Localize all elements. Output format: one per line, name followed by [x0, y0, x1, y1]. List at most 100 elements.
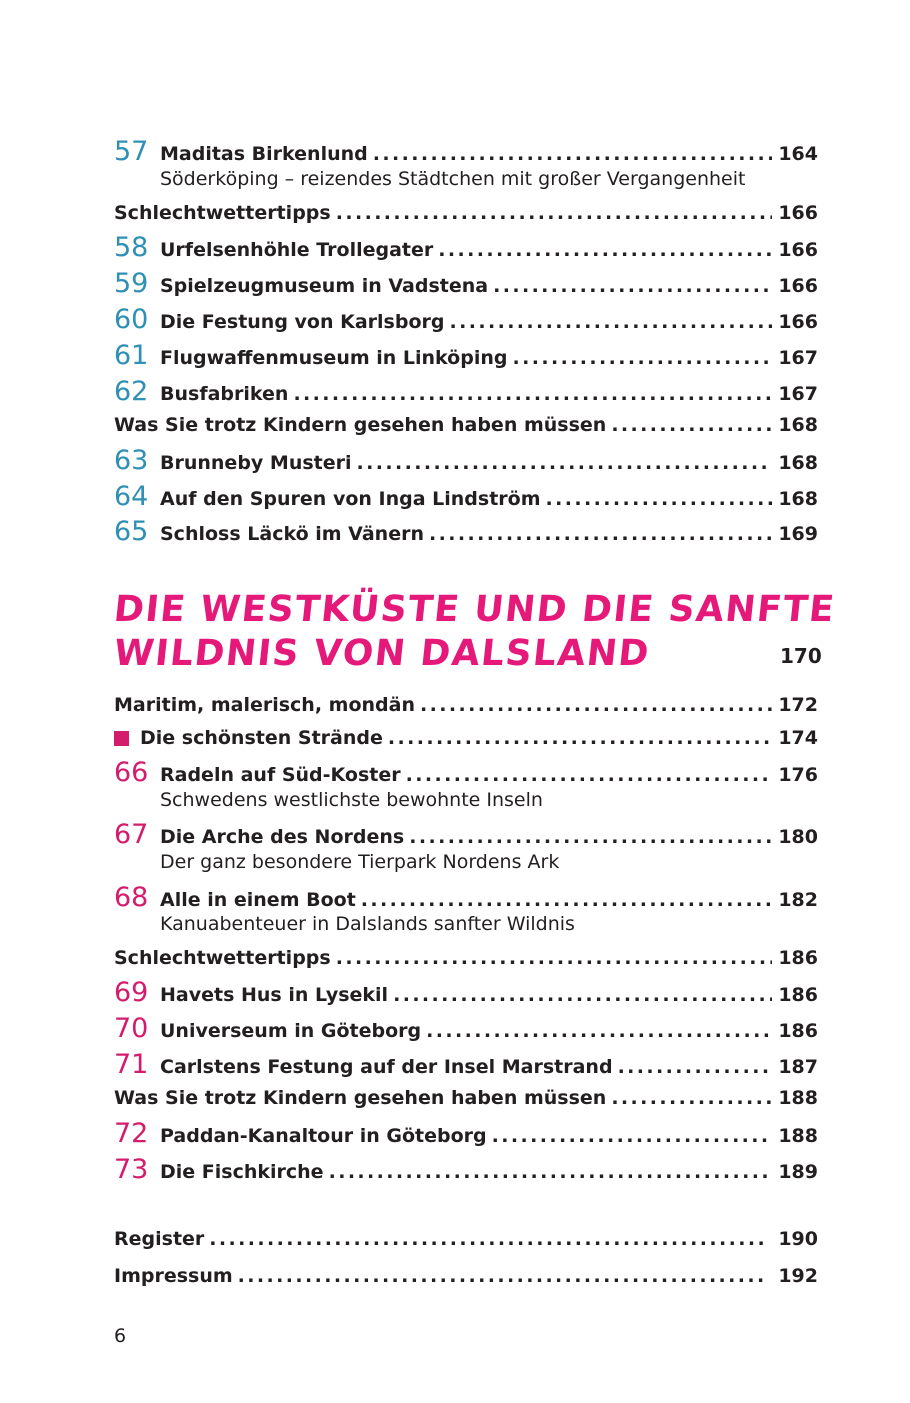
entry-page: 187 — [778, 1056, 818, 1078]
leader-dots — [238, 1261, 765, 1291]
entry-page: 164 — [778, 143, 818, 165]
entry-number: 72 — [114, 1118, 149, 1149]
entry-page: 186 — [778, 1020, 818, 1042]
entry-page: 166 — [778, 239, 818, 261]
entry-number: 68 — [114, 882, 149, 913]
toc-entry-64[interactable]: 64 Auf den Spuren von Inga Lindström 168 — [114, 482, 818, 512]
leader-dots — [293, 379, 772, 409]
entry-page: 169 — [778, 523, 818, 545]
toc-entry-intro[interactable]: Maritim, malerisch, mondän 172 — [114, 690, 818, 720]
entry-page: 168 — [778, 452, 818, 474]
toc-entry-66[interactable]: 66 Radeln auf Süd-Koster 176 — [114, 758, 818, 788]
leader-dots — [611, 1083, 772, 1113]
entry-page: 174 — [778, 727, 818, 749]
entry-title: Brunneby Musteri — [160, 452, 352, 474]
toc-entry-61[interactable]: 61 Flugwaffenmuseum in Linköping 167 — [114, 341, 818, 371]
entry-title: Die schönsten Strände — [140, 727, 383, 749]
entry-title: Was Sie trotz Kindern gesehen haben müss… — [114, 414, 607, 436]
leader-dots — [512, 343, 772, 373]
entry-title: Alle in einem Boot — [160, 889, 356, 911]
entry-title: Spielzeugmuseum in Vadstena — [160, 275, 489, 297]
toc-entry-bad-weather-2[interactable]: Schlechtwettertipps 186 — [114, 943, 818, 973]
entry-title: Carlstens Festung auf der Insel Marstran… — [160, 1056, 613, 1078]
entry-number: 61 — [114, 340, 149, 371]
toc-entry-62[interactable]: 62 Busfabriken 167 — [114, 377, 818, 407]
toc-entry-59[interactable]: 59 Spielzeugmuseum in Vadstena 166 — [114, 269, 818, 299]
toc-entry-bad-weather[interactable]: Schlechtwettertipps 166 — [114, 198, 818, 228]
entry-title: Busfabriken — [160, 383, 289, 405]
leader-dots — [329, 1157, 773, 1187]
entry-page: 192 — [778, 1265, 818, 1287]
entry-title: Urfelsenhöhle Trollegater — [160, 239, 434, 261]
entry-number: 69 — [114, 977, 149, 1008]
chapter-page-number: 170 — [780, 644, 822, 668]
entry-page: 186 — [778, 984, 818, 1006]
entry-title: Auf den Spuren von Inga Lindström — [160, 488, 541, 510]
entry-title: Maditas Birkenlund — [160, 143, 368, 165]
leader-dots — [438, 235, 772, 265]
toc-entry-must-see-2[interactable]: Was Sie trotz Kindern gesehen haben müss… — [114, 1083, 818, 1113]
toc-entry-69[interactable]: 69 Havets Hus in Lysekil 186 — [114, 978, 818, 1008]
toc-entry-73[interactable]: 73 Die Fischkirche 189 — [114, 1155, 818, 1185]
toc-entry-63[interactable]: 63 Brunneby Musteri 168 — [114, 446, 818, 476]
square-bullet-icon — [114, 730, 129, 746]
entry-subtitle: Söderköping – reizendes Städtchen mit gr… — [160, 168, 746, 190]
entry-page: 172 — [778, 694, 818, 716]
toc-entry-72[interactable]: 72 Paddan-Kanaltour in Göteborg 188 — [114, 1119, 818, 1149]
leader-dots — [426, 1016, 772, 1046]
entry-number: 62 — [114, 376, 149, 407]
toc-entry-65[interactable]: 65 Schloss Läckö im Vänern 169 — [114, 517, 818, 547]
entry-page: 189 — [778, 1161, 818, 1183]
toc-entry-must-see[interactable]: Was Sie trotz Kindern gesehen haben müss… — [114, 410, 818, 440]
leader-dots — [357, 448, 773, 478]
entry-title: Register — [114, 1228, 205, 1250]
entry-page: 180 — [778, 826, 818, 848]
entry-subtitle: Der ganz besondere Tierpark Nordens Ark — [160, 851, 560, 873]
entry-page: 190 — [778, 1228, 818, 1250]
entry-page: 167 — [778, 347, 818, 369]
entry-number: 66 — [114, 757, 149, 788]
entry-page: 166 — [778, 275, 818, 297]
entry-page: 168 — [778, 488, 818, 510]
entry-title: Flugwaffenmuseum in Linköping — [160, 347, 508, 369]
entry-page: 167 — [778, 383, 818, 405]
leader-dots — [388, 723, 772, 753]
entry-page: 166 — [778, 202, 818, 224]
leader-dots — [373, 139, 773, 169]
entry-title: Paddan-Kanaltour in Göteborg — [160, 1125, 487, 1147]
entry-page: 182 — [778, 889, 818, 911]
toc-entry-impressum[interactable]: Impressum 192 — [114, 1261, 818, 1291]
entry-title: Schlechtwettertipps — [114, 202, 331, 224]
leader-dots — [611, 410, 772, 440]
entry-subtitle: Kanuabenteuer in Dalslands sanfter Wildn… — [160, 913, 575, 935]
leader-dots — [429, 519, 772, 549]
toc-entry-67[interactable]: 67 Die Arche des Nordens 180 — [114, 820, 818, 850]
leader-dots — [420, 690, 772, 720]
leader-dots — [546, 484, 773, 514]
entry-title: Maritim, malerisch, mondän — [114, 694, 415, 716]
toc-entry-beaches[interactable]: Die schönsten Strände 174 — [114, 723, 818, 753]
toc-entry-58[interactable]: 58 Urfelsenhöhle Trollegater 166 — [114, 233, 818, 263]
entry-number: 70 — [114, 1013, 149, 1044]
leader-dots — [449, 307, 772, 337]
entry-title: Schlechtwettertipps — [114, 947, 331, 969]
leader-dots — [209, 1224, 764, 1254]
toc-entry-register[interactable]: Register 190 — [114, 1224, 818, 1254]
entry-page: 166 — [778, 311, 818, 333]
toc-entry-71[interactable]: 71 Carlstens Festung auf der Insel Marst… — [114, 1050, 818, 1080]
entry-number: 73 — [114, 1154, 149, 1185]
chapter-title-line-1: DIE WESTKÜSTE UND DIE SANFTE — [111, 589, 838, 630]
leader-dots — [393, 980, 772, 1010]
toc-entry-57[interactable]: 57 Maditas Birkenlund 164 — [114, 137, 818, 167]
toc-entry-60[interactable]: 60 Die Festung von Karlsborg 166 — [114, 305, 818, 335]
entry-title: Die Arche des Nordens — [160, 826, 405, 848]
entry-subtitle: Schwedens westlichste bewohnte Inseln — [160, 789, 543, 811]
entry-title: Die Festung von Karlsborg — [160, 311, 445, 333]
entry-title: Universeum in Göteborg — [160, 1020, 422, 1042]
toc-entry-70[interactable]: 70 Universeum in Göteborg 186 — [114, 1014, 818, 1044]
leader-dots — [336, 198, 773, 228]
leader-dots — [493, 271, 772, 301]
entry-page: 168 — [778, 414, 818, 436]
entry-title: Radeln auf Süd-Koster — [160, 764, 401, 786]
toc-entry-68[interactable]: 68 Alle in einem Boot 182 — [114, 883, 818, 913]
